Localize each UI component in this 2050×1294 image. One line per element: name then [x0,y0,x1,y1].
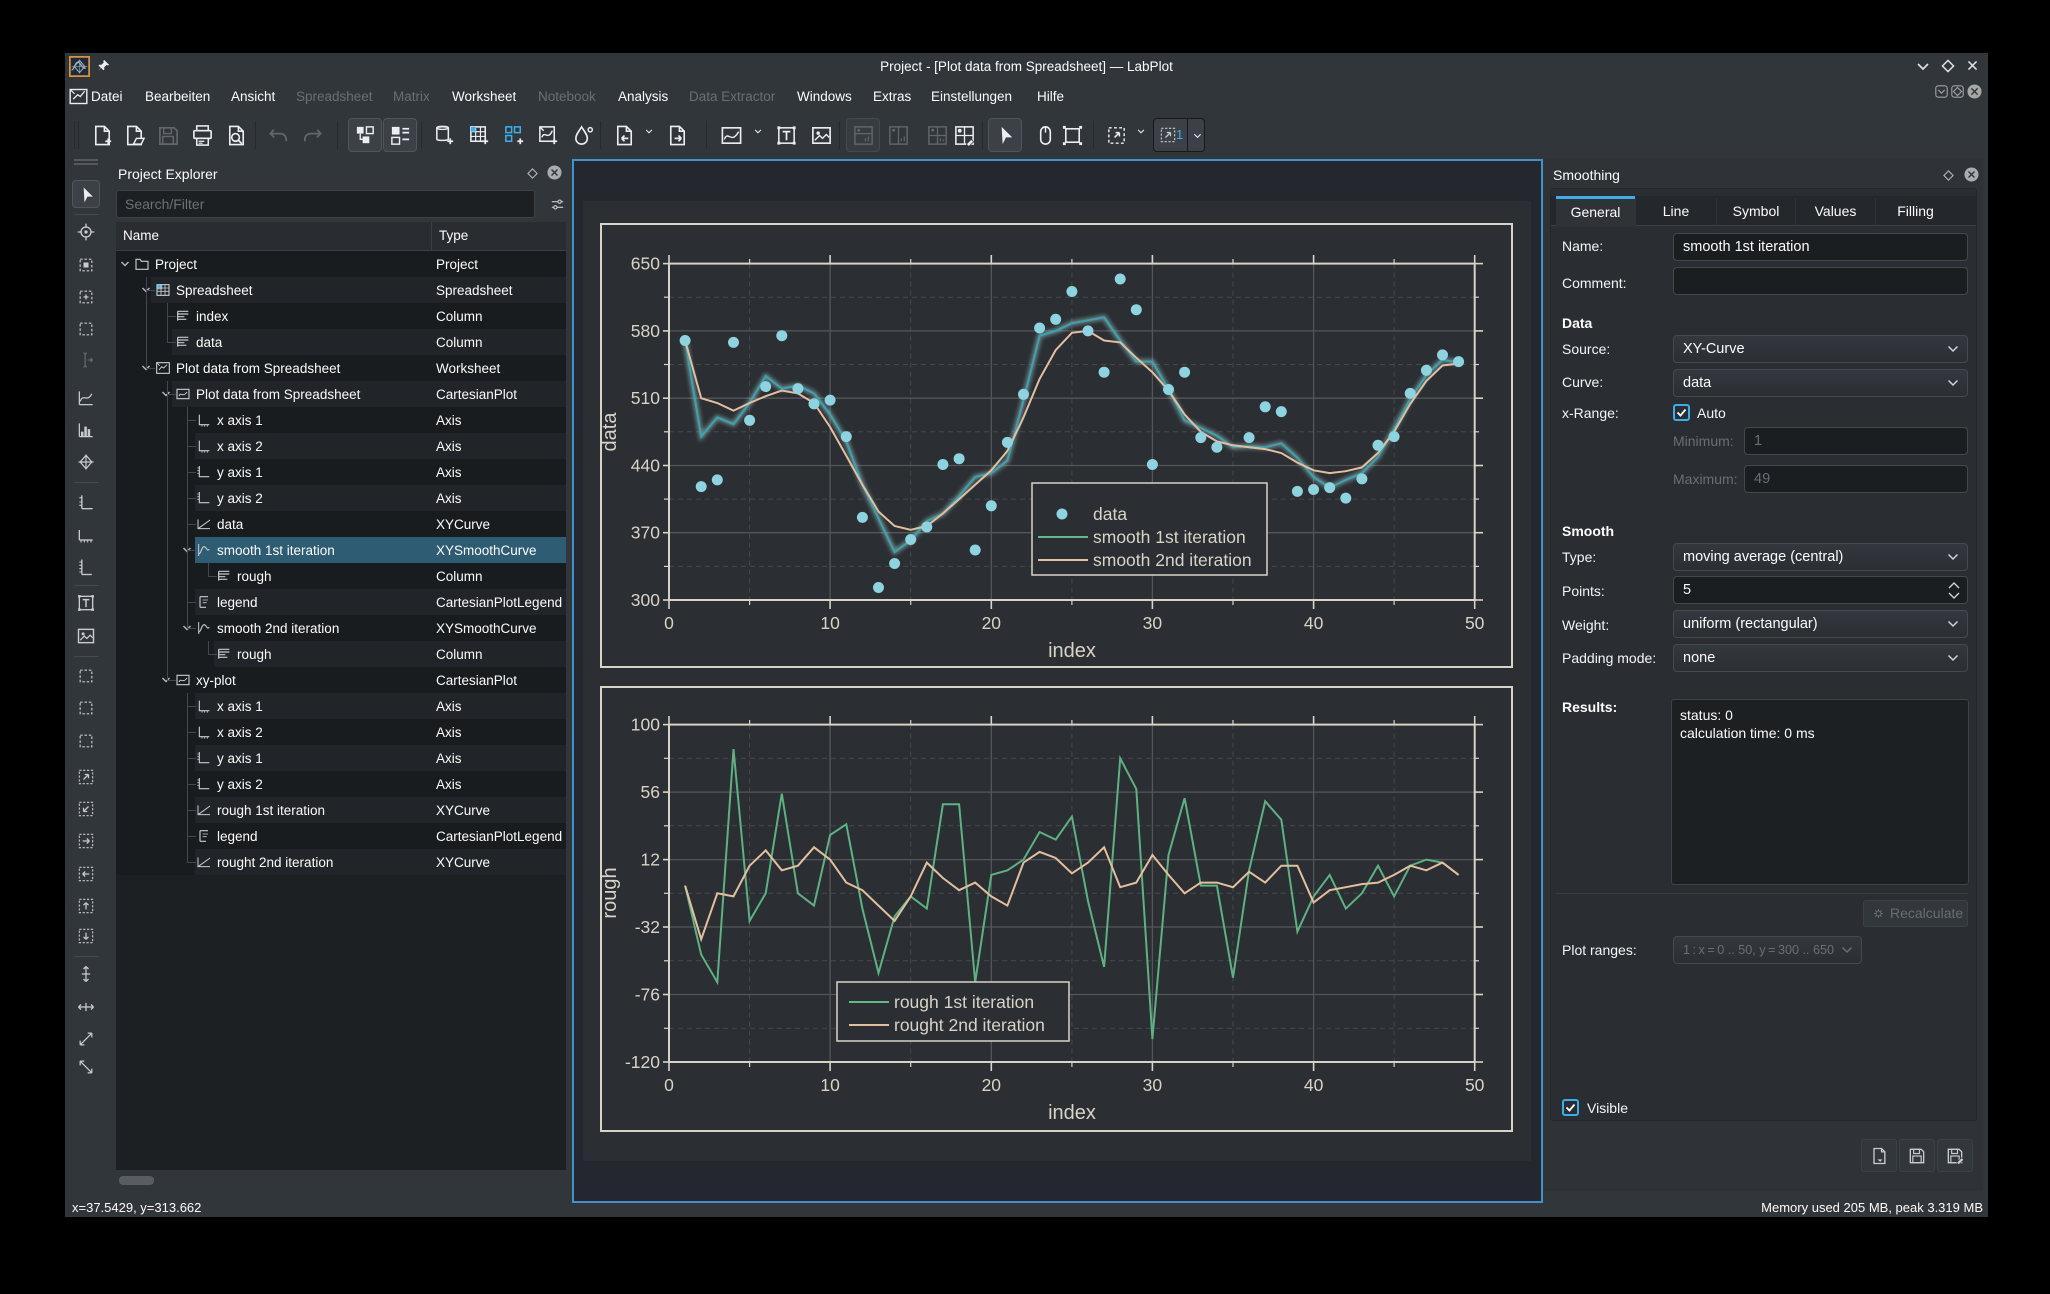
svg-text:rought 2nd iteration: rought 2nd iteration [894,1015,1045,1035]
svg-text:50: 50 [1465,613,1485,633]
svg-text:smooth 2nd iteration: smooth 2nd iteration [1093,550,1252,570]
svg-text:rough 1st iteration: rough 1st iteration [894,992,1034,1012]
svg-text:100: 100 [631,715,660,735]
svg-text:440: 440 [631,456,660,476]
svg-text:20: 20 [982,1075,1002,1095]
svg-text:12: 12 [641,850,660,870]
svg-text:10: 10 [820,1075,840,1095]
svg-text:0: 0 [664,613,674,633]
svg-text:300: 300 [631,590,660,610]
svg-text:smooth 1st iteration: smooth 1st iteration [1093,527,1246,547]
svg-text:index: index [1048,1102,1096,1124]
svg-text:-120: -120 [625,1052,660,1072]
svg-text:index: index [1048,640,1096,662]
svg-text:50: 50 [1465,1075,1485,1095]
svg-text:510: 510 [631,388,660,408]
svg-text:30: 30 [1143,613,1163,633]
svg-text:-76: -76 [635,985,660,1005]
svg-text:0: 0 [664,1075,674,1095]
svg-text:650: 650 [631,254,660,274]
svg-text:20: 20 [982,613,1002,633]
svg-text:40: 40 [1304,613,1324,633]
svg-text:30: 30 [1143,1075,1163,1095]
svg-text:40: 40 [1304,1075,1324,1095]
svg-text:-32: -32 [635,917,660,937]
svg-text:370: 370 [631,523,660,543]
svg-text:data: data [599,412,621,452]
svg-text:data: data [1093,504,1127,524]
svg-text:56: 56 [641,782,660,802]
svg-text:rough: rough [599,867,621,918]
svg-text:10: 10 [820,613,840,633]
svg-text:580: 580 [631,321,660,341]
